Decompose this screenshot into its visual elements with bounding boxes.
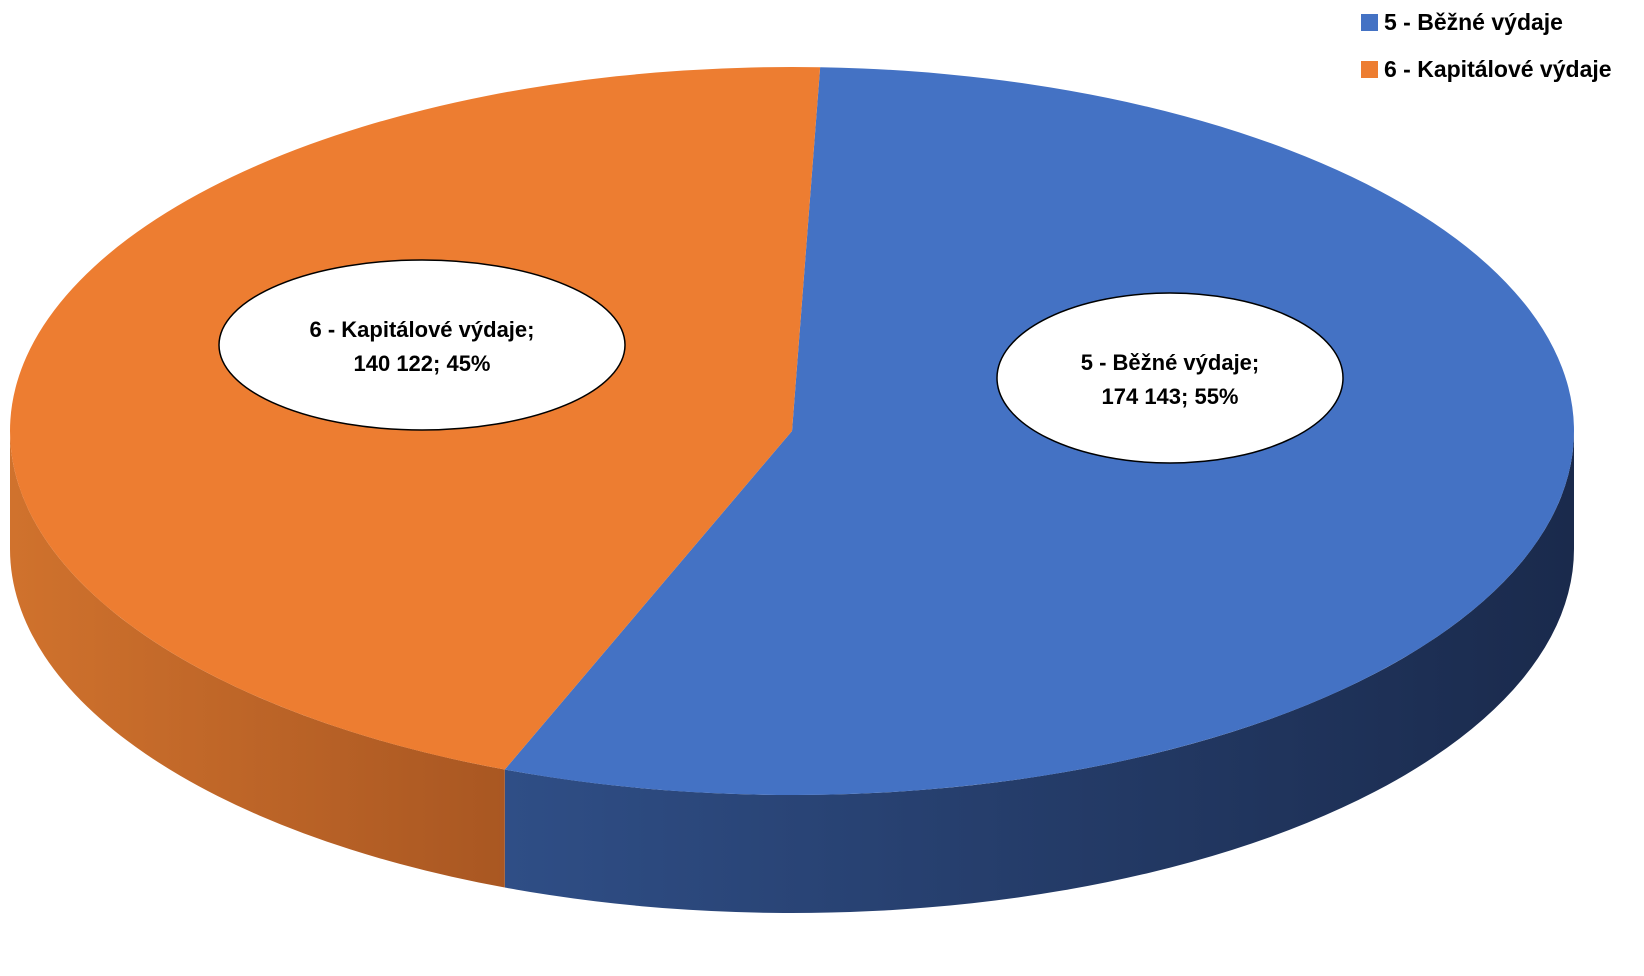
legend-item-bezne-vydaje: 5 - Běžné výdaje	[1361, 8, 1612, 36]
data-label-bubble	[219, 260, 625, 430]
legend-label-kapitalove-vydaje: 6 - Kapitálové výdaje	[1384, 56, 1612, 83]
data-label-bubble	[997, 293, 1343, 463]
data-label-bezne-vydaje: 5 - Běžné výdaje; 174 143; 55%	[997, 293, 1343, 463]
legend-item-kapitalove-vydaje: 6 - Kapitálové výdaje	[1361, 55, 1612, 83]
legend-label-bezne-vydaje: 5 - Běžné výdaje	[1384, 9, 1563, 36]
legend-swatch-bezne-vydaje	[1361, 14, 1378, 31]
data-label-name: 5 - Běžné výdaje;	[1081, 350, 1260, 375]
data-label-name: 6 - Kapitálové výdaje;	[310, 317, 535, 342]
legend: 5 - Běžné výdaje 6 - Kapitálové výdaje	[1361, 8, 1612, 102]
data-label-value: 140 122; 45%	[354, 351, 491, 376]
data-label-kapitalove-vydaje: 6 - Kapitálové výdaje; 140 122; 45%	[219, 260, 625, 430]
data-label-value: 174 143; 55%	[1102, 384, 1239, 409]
legend-swatch-kapitalove-vydaje	[1361, 61, 1378, 78]
